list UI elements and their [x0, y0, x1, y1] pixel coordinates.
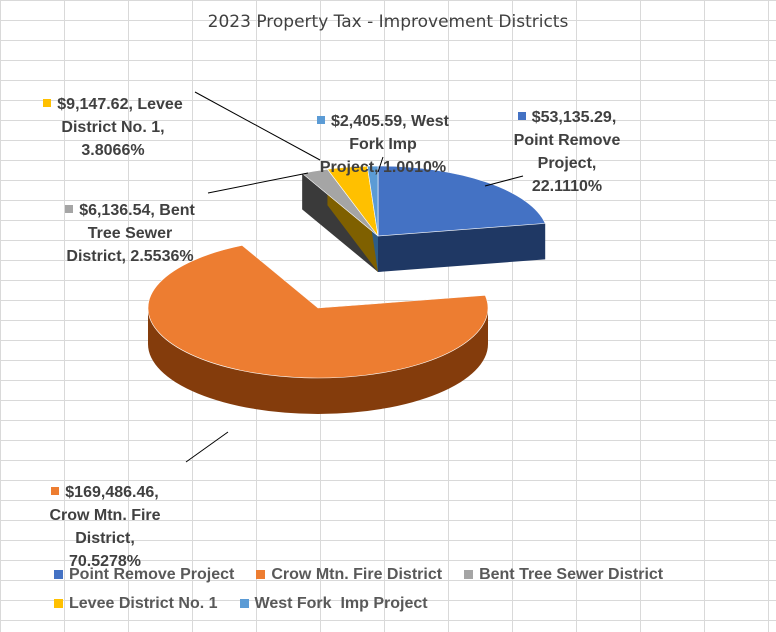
- slice-wall-point-remove-1: [378, 223, 546, 272]
- pie-tops: [147, 165, 546, 379]
- legend-item-bent-tree: Bent Tree Sewer District: [464, 566, 663, 584]
- slice-point-remove: [377, 165, 546, 237]
- leader-line-levee: [194, 91, 321, 161]
- leader-line-crow-mtn: [185, 431, 229, 463]
- data-label-west-fork: $2,405.59, West Fork Imp Project, 1.0010…: [298, 87, 468, 179]
- label-swatch-point-remove: [517, 112, 526, 120]
- legend-swatch-crow-mtn: [256, 570, 266, 579]
- slice-west-fork: [366, 165, 379, 237]
- chart-title: 2023 Property Tax - Improvement District…: [207, 12, 569, 32]
- legend-item-west-fork: West Fork Imp Project: [239, 595, 428, 613]
- label-swatch-west-fork: [316, 116, 325, 124]
- label-swatch-levee: [43, 99, 52, 107]
- legend-swatch-bent-tree: [464, 570, 474, 579]
- legend-item-point-remove: Point Remove Project: [54, 566, 234, 584]
- leader-line-west-fork: [377, 156, 384, 173]
- leader-line-bent-tree: [207, 172, 309, 194]
- legend: Point Remove Project Crow Mtn. Fire Dist…: [0, 560, 776, 618]
- legend-item-crow-mtn: Crow Mtn. Fire District: [256, 566, 442, 584]
- label-swatch-crow-mtn: [51, 487, 60, 495]
- legend-swatch-west-fork: [239, 599, 249, 608]
- slice-rim-crow-mtn-0: [148, 308, 488, 414]
- slice-wall-bent-tree-0: [302, 173, 378, 272]
- legend-row-1: Point Remove Project Crow Mtn. Fire Dist…: [0, 560, 776, 589]
- legend-item-levee: Levee District No. 1: [54, 595, 218, 613]
- slice-crow-mtn: [147, 245, 489, 379]
- leader-line-point-remove: [484, 175, 524, 187]
- data-label-bent-tree: $6,136.54, Bent Tree Sewer District, 2.5…: [65, 202, 195, 265]
- data-label-levee: $9,147.62, Levee District No. 1, 3.8066%: [28, 70, 198, 162]
- data-label-crow-mtn: $169,486.46, Crow Mtn. Fire District, 70…: [49, 484, 161, 570]
- legend-row-2: Levee District No. 1 West Fork Imp Proje…: [0, 589, 776, 618]
- label-swatch-bent-tree: [65, 205, 74, 213]
- legend-swatch-point-remove: [54, 570, 63, 579]
- legend-swatch-levee: [54, 599, 63, 608]
- data-label-point-remove: $53,135.29, Point Remove Project, 22.111…: [513, 109, 621, 195]
